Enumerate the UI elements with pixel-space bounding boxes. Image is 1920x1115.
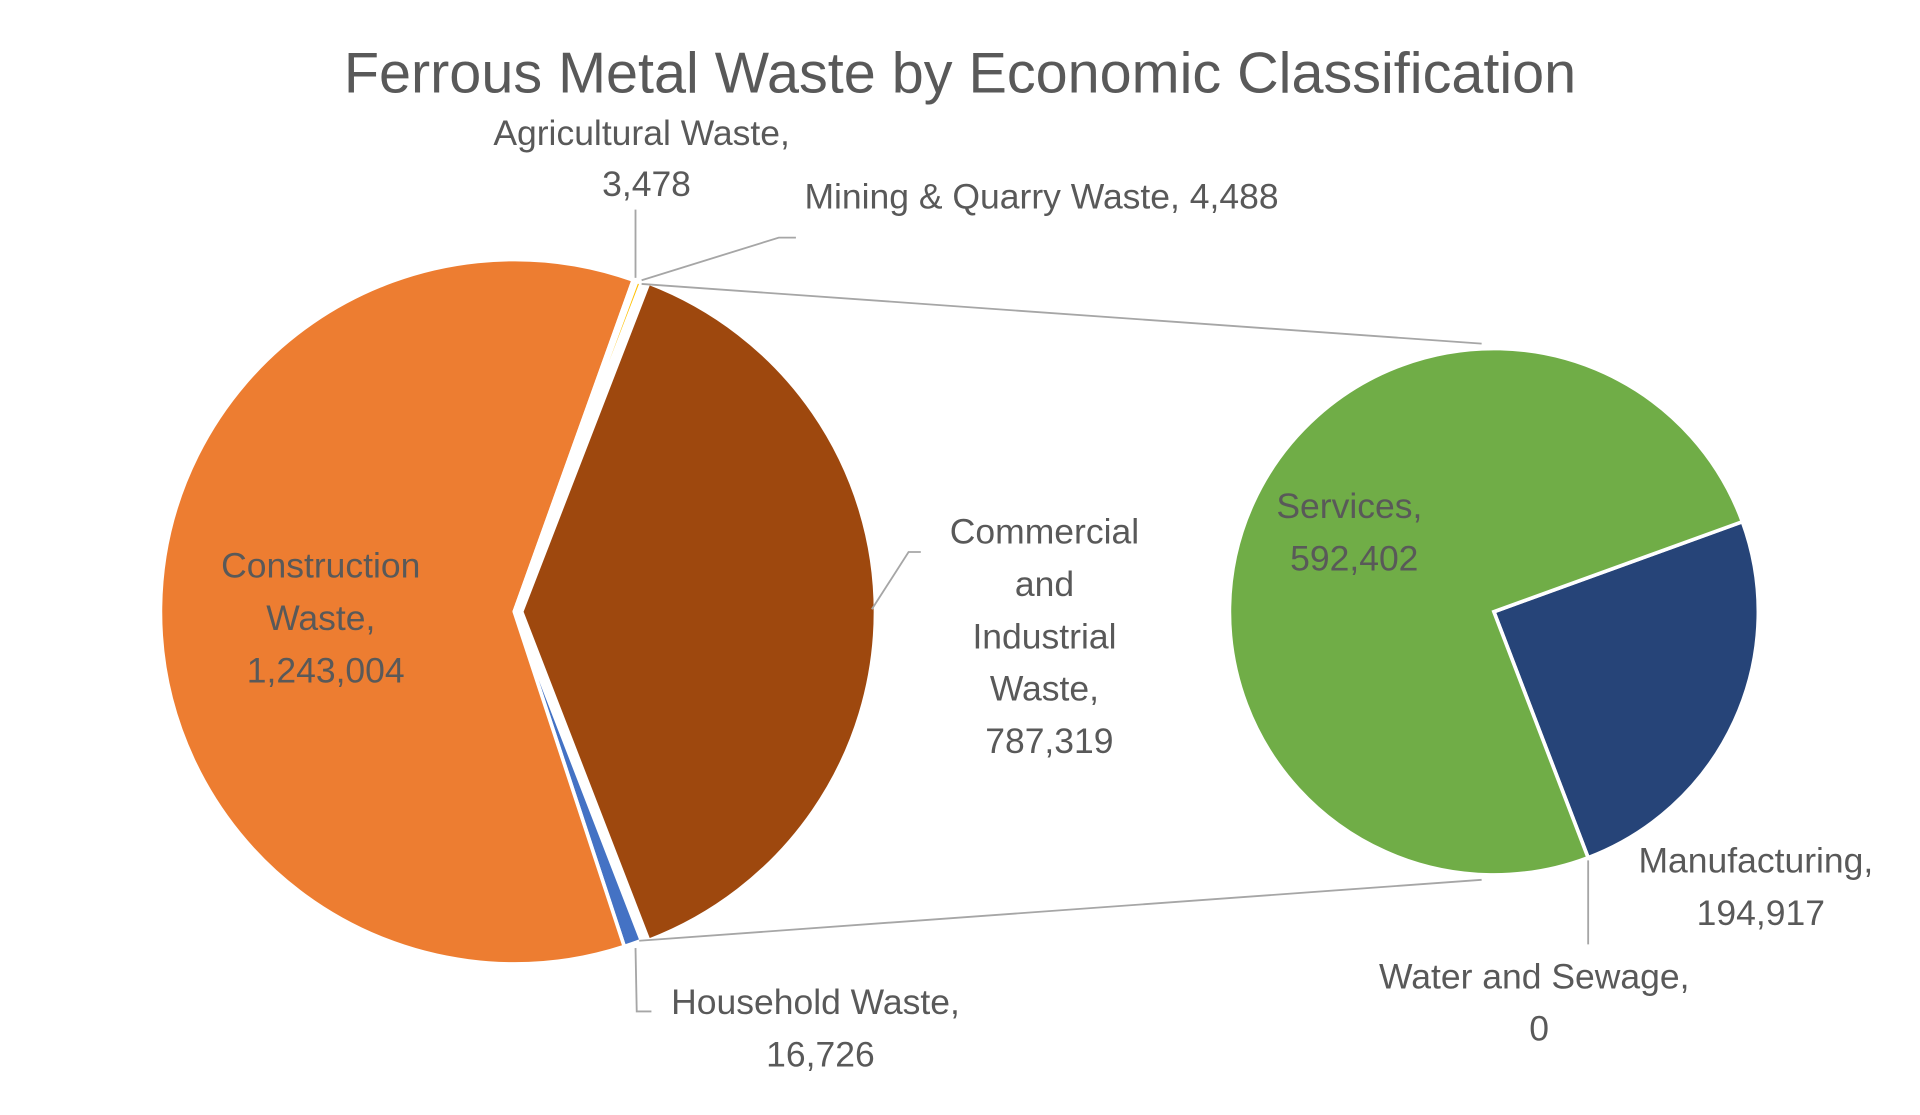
label-commercial: Commercial and Industrial Waste, 787,319 <box>950 512 1149 761</box>
label-agricultural: Agricultural Waste, 3,478 <box>493 113 799 204</box>
label-mining: Mining & Quarry Waste, 4,488 <box>804 176 1278 216</box>
connector-line-bottom <box>639 878 1482 942</box>
slice-construction-waste <box>158 257 636 966</box>
label-manufacturing: Manufacturing, 194,917 <box>1638 841 1883 933</box>
label-water-sewage: Water and Sewage, 0 <box>1379 956 1699 1048</box>
leader-line-household <box>634 948 652 1013</box>
leader-line-commercial <box>871 551 921 610</box>
connector-line-top <box>641 283 1482 345</box>
label-services: Services, 592,402 <box>1276 486 1432 578</box>
slice-mining-quarry-waste <box>512 278 644 613</box>
slice-commercial-and-industrial-waste <box>519 280 878 943</box>
slice-manufacturing <box>1491 519 1761 861</box>
label-household: Household Waste, 16,726 <box>671 982 970 1074</box>
slice-services <box>1227 346 1745 877</box>
leader-line-mining <box>641 236 796 282</box>
chart-title: Ferrous Metal Waste by Economic Classifi… <box>344 42 1576 106</box>
label-construction: Construction Waste, 1,243,004 <box>221 546 430 691</box>
